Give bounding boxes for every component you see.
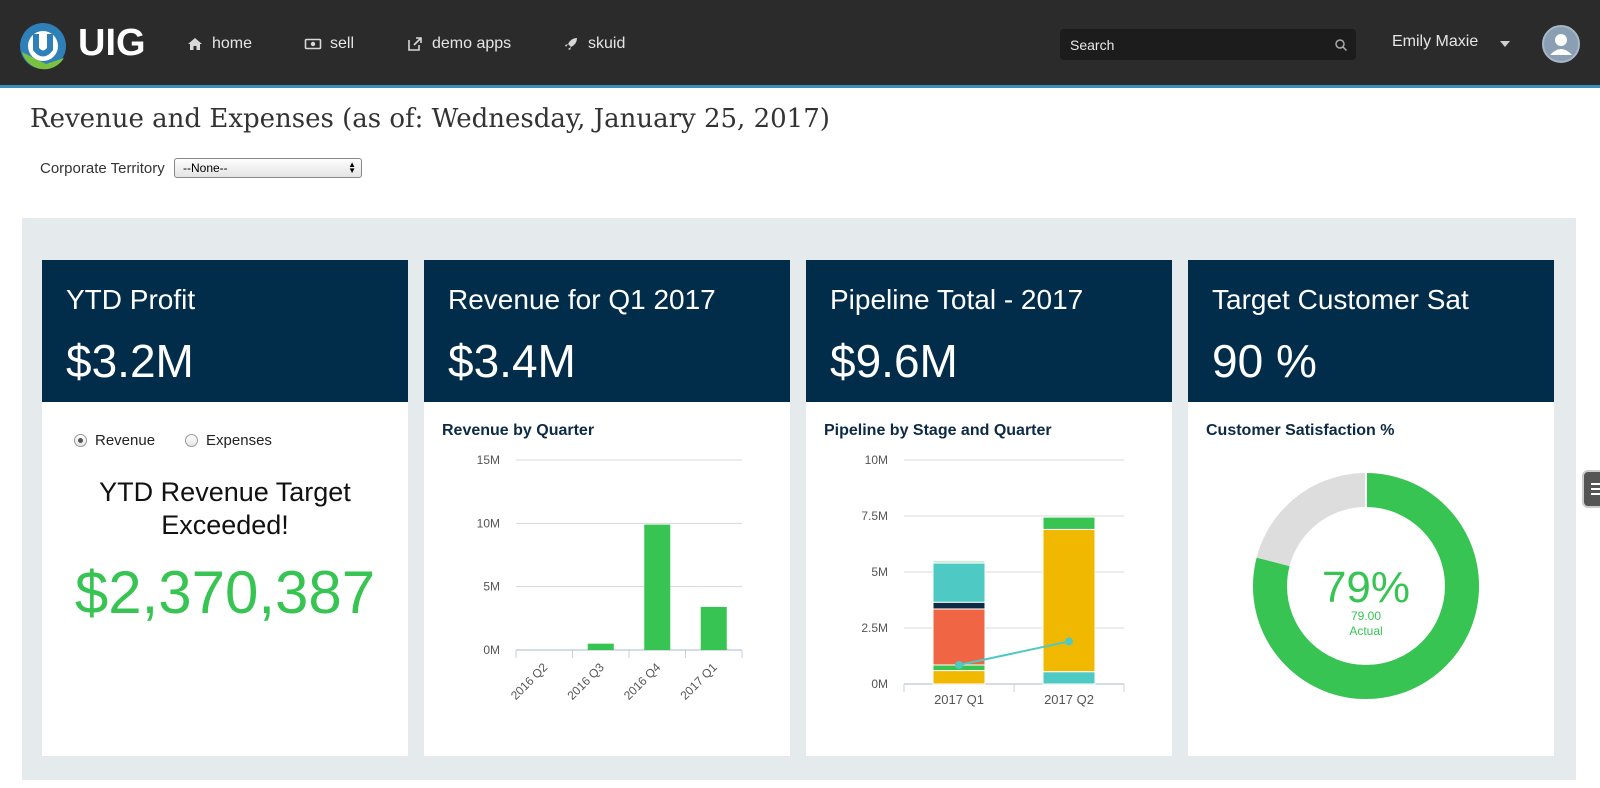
nav-item-demo-apps[interactable]: demo apps — [406, 32, 511, 56]
card-value: $9.6M — [830, 335, 958, 387]
nav-item-skuid[interactable]: skuid — [562, 32, 625, 56]
y-tick-label: 5M — [483, 580, 500, 594]
stacked-bar-segment — [932, 560, 986, 564]
stacked-bar-segment — [932, 608, 986, 666]
y-tick-label: 10M — [477, 516, 500, 530]
nav-item-home-label: home — [212, 35, 253, 52]
y-tick-label: 5M — [871, 565, 888, 579]
side-panel-toggle[interactable] — [1582, 470, 1600, 508]
chart-title: Customer Satisfaction % — [1206, 422, 1395, 439]
donut-sub-label: Actual — [1349, 624, 1382, 638]
target-amount: $2,370,387 — [74, 559, 376, 626]
card-pipeline: Pipeline Total - 2017 $9.6M Pipeline by … — [806, 260, 1172, 756]
x-tick-label: 2017 Q1 — [677, 660, 720, 703]
x-tick-label: 2017 Q2 — [1044, 692, 1094, 707]
radio-revenue-label: Revenue — [95, 432, 156, 449]
card-body: Revenue by Quarter 0M 5M 10M 15M 2016 Q2 2016… — [424, 402, 790, 756]
y-tick-label: 7.5M — [861, 509, 888, 523]
user-icon — [1550, 34, 1572, 55]
x-tick-label: 2016 Q2 — [508, 660, 551, 703]
card-header: Pipeline Total - 2017 $9.6M — [806, 260, 1172, 402]
uig-logo-mark-icon — [20, 23, 66, 70]
search-input[interactable] — [1060, 29, 1356, 60]
x-tick-label: 2017 Q1 — [934, 692, 984, 707]
x-tick-label: 2016 Q4 — [621, 660, 664, 703]
search-icon[interactable] — [1334, 38, 1348, 52]
stacked-bar-segment — [932, 601, 986, 610]
user-name[interactable]: Emily Maxie — [1392, 33, 1479, 50]
card-title: Revenue for Q1 2017 — [448, 284, 716, 315]
stacked-bar-segment — [1042, 528, 1096, 673]
chart-title: Pipeline by Stage and Quarter — [824, 422, 1052, 439]
radio-revenue[interactable]: Revenue — [74, 432, 155, 449]
stacked-bar-segment — [932, 670, 986, 685]
donut-center-value: 79% — [1322, 563, 1410, 612]
card-body: Customer Satisfaction % 79% 79.00 Actual — [1188, 402, 1554, 756]
brand-name: UIG — [78, 22, 146, 64]
card-value: 90 % — [1212, 335, 1317, 387]
y-tick-label: 10M — [865, 453, 888, 467]
avatar[interactable] — [1542, 25, 1580, 63]
radio-button-selected[interactable] — [74, 434, 87, 447]
nav-item-home[interactable]: home — [186, 32, 252, 56]
radio-expenses-label: Expenses — [206, 432, 272, 449]
money-icon — [304, 38, 322, 50]
select-arrows-icon: ▲ ▼ — [348, 160, 356, 175]
bar — [700, 606, 727, 650]
card-title: Pipeline Total - 2017 — [830, 284, 1084, 315]
card-body: Pipeline by Stage and Quarter 0M 2.5M 5M 7.… — [806, 402, 1172, 756]
stacked-bar-segment — [932, 562, 986, 603]
pipeline-by-stage-chart: 0M 2.5M 5M 7.5M 10M 2017 Q1 2017 Q2 — [861, 453, 1125, 707]
target-message: YTD Revenue Target Exceeded! — [99, 477, 351, 540]
card-header: Target Customer Sat 90 % — [1188, 260, 1554, 402]
trend-point — [955, 660, 963, 669]
nav-item-demo-apps-label: demo apps — [432, 35, 512, 52]
bar — [644, 524, 671, 650]
card-header: YTD Profit $3.2M — [42, 260, 408, 402]
y-tick-label: 2.5M — [861, 621, 888, 635]
page-title: Revenue and Expenses (as of: Wednesday, … — [30, 104, 830, 134]
nav-item-sell-label: sell — [330, 35, 355, 52]
radio-expenses[interactable]: Expenses — [185, 432, 272, 449]
external-link-icon — [408, 37, 422, 51]
rocket-icon — [565, 38, 577, 50]
card-value: $3.4M — [448, 335, 576, 387]
territory-select-value: --None-- — [183, 161, 228, 175]
revenue-expense-toggle: Revenue Expenses — [74, 432, 272, 449]
x-tick-label: 2016 Q3 — [564, 660, 607, 703]
territory-label: Corporate Territory — [40, 160, 165, 177]
donut-sub-value: 79.00 — [1351, 609, 1381, 623]
y-tick-label: 0M — [871, 677, 888, 691]
nav-item-sell[interactable]: sell — [304, 32, 354, 56]
card-body: Revenue Expenses YTD Revenue Target Exce… — [42, 402, 408, 756]
top-nav-bar: UIG home sell demo apps skuid Emily Maxi… — [0, 0, 1600, 88]
card-title: Target Customer Sat — [1212, 284, 1469, 315]
card-revenue-q1: Revenue for Q1 2017 $3.4M Revenue by Qua… — [424, 260, 790, 756]
home-icon — [188, 38, 202, 50]
bar — [587, 643, 614, 650]
card-title: YTD Profit — [66, 284, 196, 315]
chevron-down-icon[interactable] — [1500, 41, 1510, 47]
menu-icon — [1591, 483, 1600, 485]
card-header: Revenue for Q1 2017 $3.4M — [424, 260, 790, 402]
y-tick-label: 0M — [483, 643, 500, 657]
stacked-bar-segment — [1042, 671, 1096, 685]
revenue-by-quarter-chart: 0M 5M 10M 15M 2016 Q2 2016 Q3 2016 Q4 2017 Q1 — [477, 453, 743, 703]
radio-button[interactable] — [185, 434, 199, 447]
chart-title: Revenue by Quarter — [442, 422, 595, 439]
trend-line — [958, 640, 1070, 666]
nav-item-skuid-label: skuid — [588, 35, 626, 52]
card-value: $3.2M — [66, 335, 194, 387]
dashboard-panel: YTD Profit $3.2M Revenue Expenses YTD Re… — [22, 218, 1576, 780]
territory-select[interactable]: --None-- ▲ ▼ — [174, 158, 362, 178]
uig-logo[interactable]: UIG — [16, 16, 156, 72]
trend-point — [1065, 637, 1073, 646]
stacked-bar-segment — [1042, 516, 1096, 530]
y-tick-label: 15M — [477, 453, 500, 467]
card-customer-sat: Target Customer Sat 90 % Customer Satisf… — [1188, 260, 1554, 756]
card-ytd-profit: YTD Profit $3.2M Revenue Expenses YTD Re… — [42, 260, 408, 756]
